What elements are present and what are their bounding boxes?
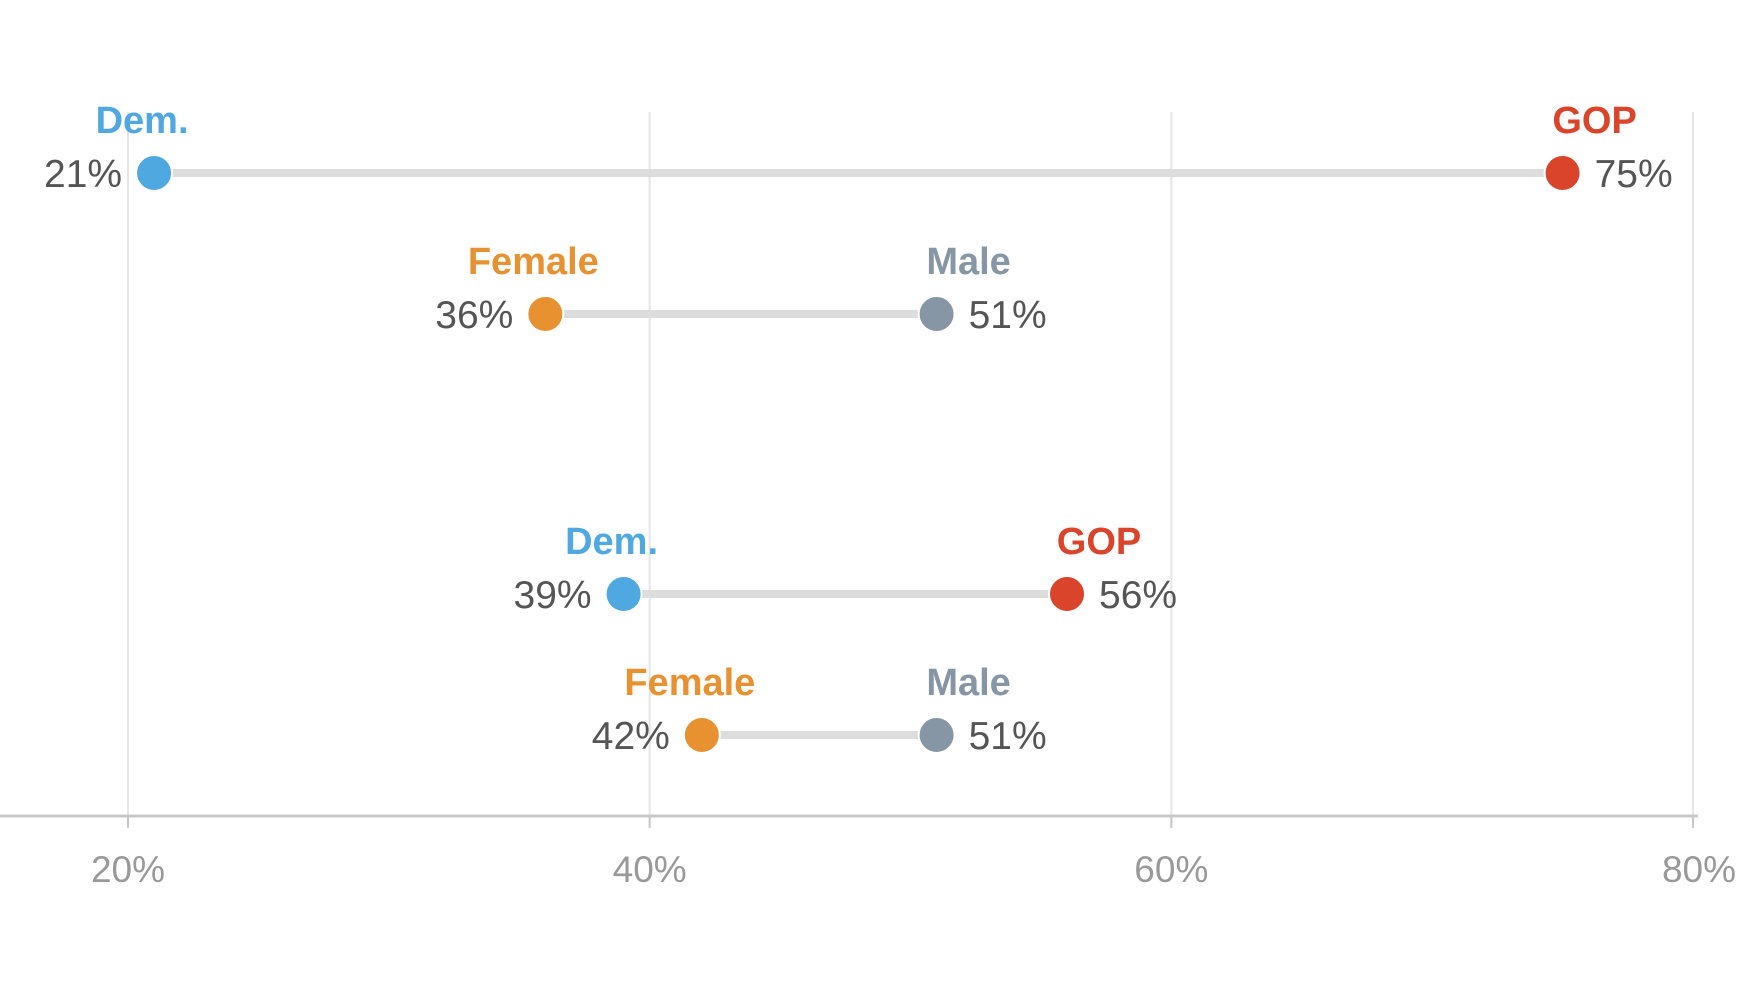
right-point	[917, 716, 956, 754]
x-tick-label: 20%	[91, 849, 165, 890]
gridlines	[127, 112, 1694, 816]
left-point	[526, 295, 565, 333]
left-category-label: Dem.	[565, 521, 658, 563]
dumbbell-row: 42% 51% Female Male	[592, 662, 1047, 758]
left-value-label: 42%	[592, 715, 670, 758]
right-point	[1543, 154, 1582, 192]
left-category-label: Female	[624, 662, 755, 704]
left-value-label: 39%	[514, 574, 592, 617]
right-category-label: GOP	[1057, 521, 1141, 563]
dumbbell-row: 39% 56% Dem. GOP	[514, 521, 1178, 617]
left-point	[604, 575, 643, 613]
right-value-label: 75%	[1595, 153, 1673, 196]
dumbbell-row: 36% 51% Female Male	[435, 241, 1046, 337]
left-point	[135, 154, 174, 192]
x-tick-label: 80%	[1662, 849, 1736, 890]
x-tick-label: 40%	[613, 849, 687, 890]
right-category-label: Male	[926, 241, 1010, 283]
left-value-label: 21%	[44, 153, 122, 196]
right-category-label: GOP	[1552, 100, 1636, 142]
dumbbell-row: 21% 75% Dem. GOP	[44, 100, 1673, 196]
right-value-label: 56%	[1099, 574, 1177, 617]
left-value-label: 36%	[435, 294, 513, 337]
right-point	[1048, 575, 1086, 613]
dumbbell-rows: 21% 75% Dem. GOP 36% 51% Female Male 39% 56% Dem. G…	[44, 100, 1673, 758]
right-value-label: 51%	[969, 715, 1047, 758]
x-tick-label: 60%	[1134, 849, 1208, 890]
left-category-label: Dem.	[96, 100, 189, 142]
right-value-label: 51%	[969, 294, 1047, 337]
x-axis: 20% 40% 60% 80%	[0, 814, 1736, 890]
left-point	[682, 716, 721, 754]
right-point	[917, 295, 956, 333]
right-category-label: Male	[926, 662, 1010, 704]
left-category-label: Female	[468, 241, 599, 283]
